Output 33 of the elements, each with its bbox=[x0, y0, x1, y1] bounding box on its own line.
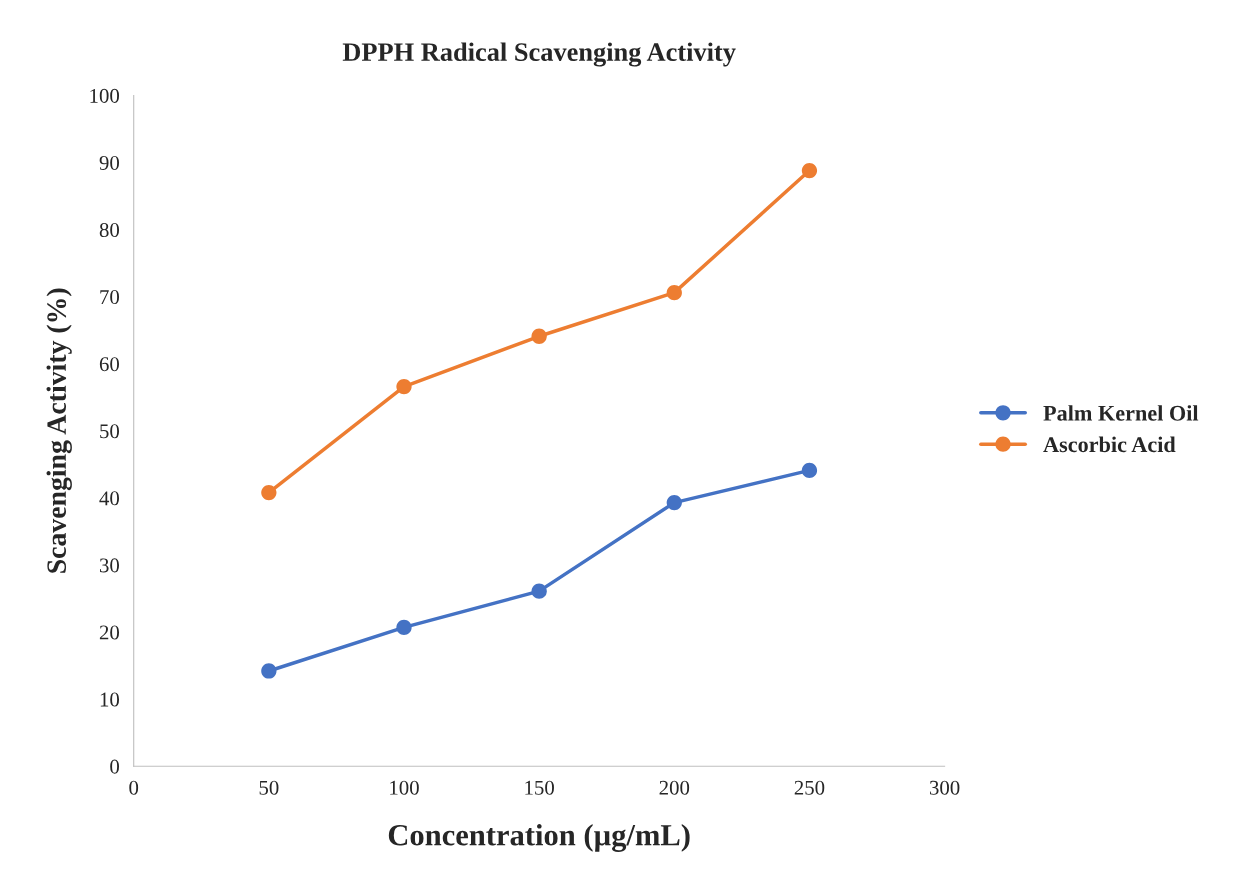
y-tick-label: 100 bbox=[90, 88, 120, 103]
legend-label: Ascorbic Acid bbox=[1043, 436, 1176, 453]
y-tick-label: 40 bbox=[99, 491, 120, 506]
x-tick-label: 100 bbox=[390, 780, 419, 795]
point bbox=[666, 285, 682, 301]
y-tick-label: 0 bbox=[110, 759, 120, 774]
y-tick-label: 20 bbox=[99, 625, 120, 640]
x-tick-label: 150 bbox=[525, 780, 554, 795]
x-tick-label: 0 bbox=[129, 780, 139, 795]
point bbox=[396, 619, 412, 636]
x-tick-label: 200 bbox=[659, 780, 690, 795]
legend-label: Palm Kernel Oil bbox=[1043, 405, 1199, 421]
y-tick-label: 80 bbox=[99, 222, 120, 238]
y-tick-label: 50 bbox=[100, 424, 120, 439]
x-tick-label: 250 bbox=[794, 780, 825, 795]
y-tick-label: 10 bbox=[100, 692, 120, 707]
point bbox=[531, 583, 547, 599]
y-axis-title: Scavenging Activity (%) bbox=[46, 288, 72, 573]
y-tick-label: 30 bbox=[99, 558, 120, 573]
point bbox=[261, 663, 277, 679]
y-tick-label: 70 bbox=[100, 290, 120, 305]
x-axis-title: Concentration (µg/mL) bbox=[388, 824, 690, 852]
point bbox=[531, 328, 547, 344]
point bbox=[801, 162, 818, 179]
point bbox=[801, 462, 818, 479]
point bbox=[666, 494, 682, 511]
y-tick-label: 60 bbox=[99, 357, 120, 372]
x-tick-label: 300 bbox=[929, 780, 960, 795]
y-tick-label: 90 bbox=[99, 155, 120, 170]
point bbox=[261, 484, 277, 501]
point bbox=[396, 378, 412, 395]
x-tick-label: 50 bbox=[259, 780, 279, 795]
chart-title: DPPH Radical Scavenging Activity bbox=[342, 42, 736, 67]
